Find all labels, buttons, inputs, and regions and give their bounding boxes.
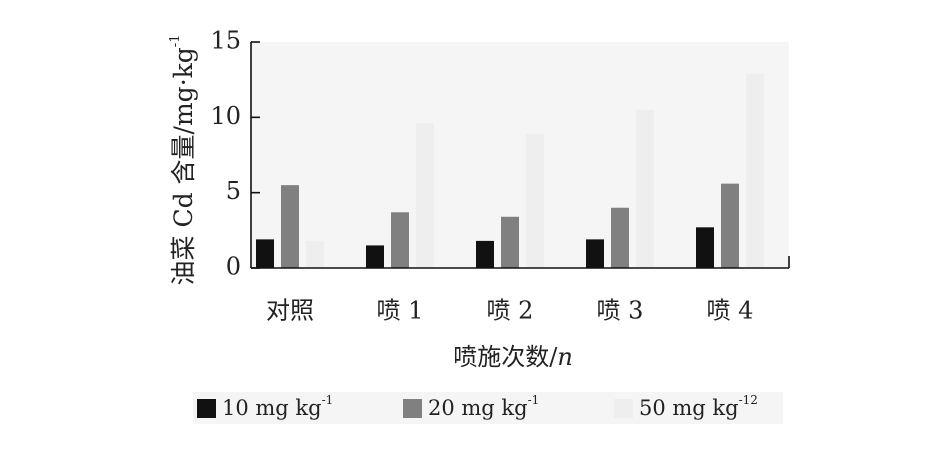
x-tick-label: 对照 (266, 297, 314, 325)
x-tick-label: 喷 3 (597, 297, 644, 325)
legend-label-20-sup: -1 (527, 393, 540, 407)
bar-3-1 (306, 240, 324, 268)
legend-label-20: 20 mg kg-1 (428, 393, 540, 420)
bar-1-4 (586, 239, 604, 268)
bar-1-1 (256, 239, 274, 268)
bar-2-3 (501, 216, 519, 268)
bar-2-1 (281, 185, 299, 268)
legend-item-50: 50 mg kg-12 (614, 392, 758, 424)
y-axis-title: 油菜 Cd 含量/mg·kg-1 (168, 35, 198, 286)
legend-label-50: 50 mg kg-12 (639, 393, 758, 420)
x-tick-labels-group: 对照 喷 1 喷 2 喷 3 喷 4 (266, 297, 753, 325)
legend-label-10: 10 mg kg-1 (222, 393, 334, 420)
bar-1-3 (476, 240, 494, 268)
bar-3-2 (416, 123, 434, 268)
y-axis-title-sup: -1 (168, 35, 183, 48)
bar-2-2 (391, 212, 409, 268)
legend-item-20: 20 mg kg-1 (403, 392, 539, 424)
x-axis-title-text: 喷施次数/ (453, 343, 558, 371)
y-tick-label: 0 (226, 253, 241, 281)
y-tick-label: 5 (226, 177, 241, 205)
bar-1-2 (366, 245, 384, 268)
legend-item-10: 10 mg kg-1 (197, 392, 333, 424)
y-tick-label: 10 (210, 102, 241, 130)
x-tick-label: 喷 2 (487, 297, 534, 325)
bars-group (256, 73, 764, 268)
bar-3-3 (526, 133, 544, 268)
bar-3-5 (746, 73, 764, 268)
legend: 10 mg kg-1 20 mg kg-1 50 mg kg-12 (193, 392, 783, 424)
legend-swatch-20 (403, 398, 422, 418)
x-tick-label: 喷 4 (707, 297, 754, 325)
legend-label-50-sup: -12 (738, 393, 758, 407)
y-axis-title-text: 油菜 Cd 含量/mg·kg (169, 47, 198, 285)
legend-label-10-sup: -1 (321, 393, 334, 407)
y-ticks-group: 0 5 10 15 (210, 27, 260, 281)
bar-2-4 (611, 207, 629, 268)
bar-3-4 (636, 109, 654, 268)
legend-label-20-text: 20 mg kg (428, 396, 528, 420)
legend-label-50-text: 50 mg kg (639, 396, 739, 420)
legend-swatch-50 (614, 398, 633, 418)
legend-swatch-10 (197, 398, 216, 418)
y-tick-label: 15 (210, 27, 241, 55)
x-axis-title: 喷施次数/n (453, 343, 573, 371)
x-tick-label: 喷 1 (377, 297, 424, 325)
legend-label-10-text: 10 mg kg (222, 396, 322, 420)
bar-1-5 (696, 227, 714, 268)
bar-2-5 (721, 183, 739, 268)
x-axis-title-var: n (557, 343, 572, 371)
